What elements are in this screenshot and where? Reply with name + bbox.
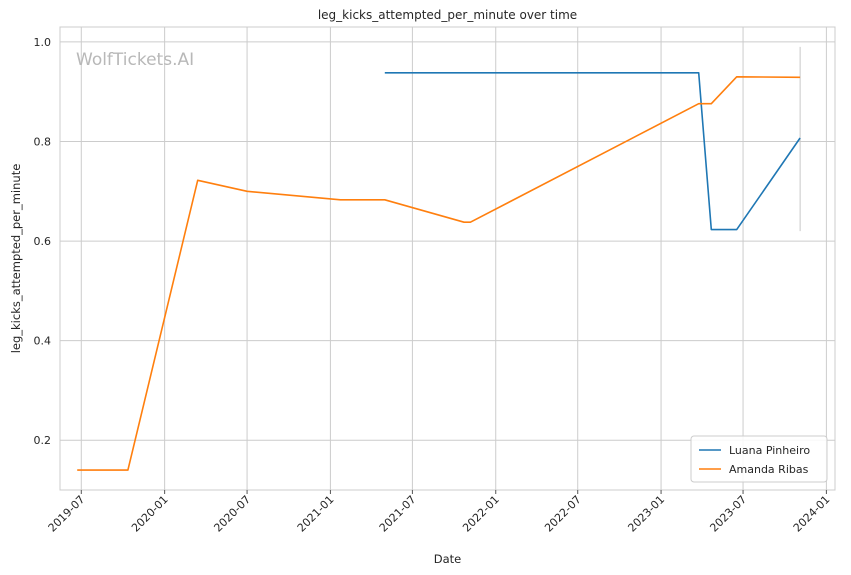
watermark-text: WolfTickets.AI — [76, 50, 194, 70]
plot-frame — [59, 26, 836, 491]
grid-layer — [60, 27, 835, 490]
y-tick-label: 0.8 — [34, 136, 52, 149]
chart-title: leg_kicks_attempted_per_minute over time — [318, 8, 577, 22]
y-tick-label: 0.2 — [34, 434, 52, 447]
series-line-luana-pinheiro — [384, 72, 801, 231]
series-line-amanda-ribas — [77, 76, 801, 471]
y-tick-label: 0.6 — [34, 235, 52, 248]
legend-label-amanda-ribas: Amanda Ribas — [729, 463, 809, 476]
y-tick-label: 0.4 — [34, 335, 52, 348]
y-axis-title: leg_kicks_attempted_per_minute — [9, 164, 23, 354]
legend-label-luana-pinheiro: Luana Pinheiro — [729, 444, 810, 457]
legend: Luana Pinheiro Amanda Ribas — [690, 435, 828, 483]
x-axis-title: Date — [434, 552, 462, 566]
y-tick-label: 1.0 — [34, 36, 52, 49]
series-layer — [77, 46, 801, 471]
legend-box — [690, 435, 828, 483]
